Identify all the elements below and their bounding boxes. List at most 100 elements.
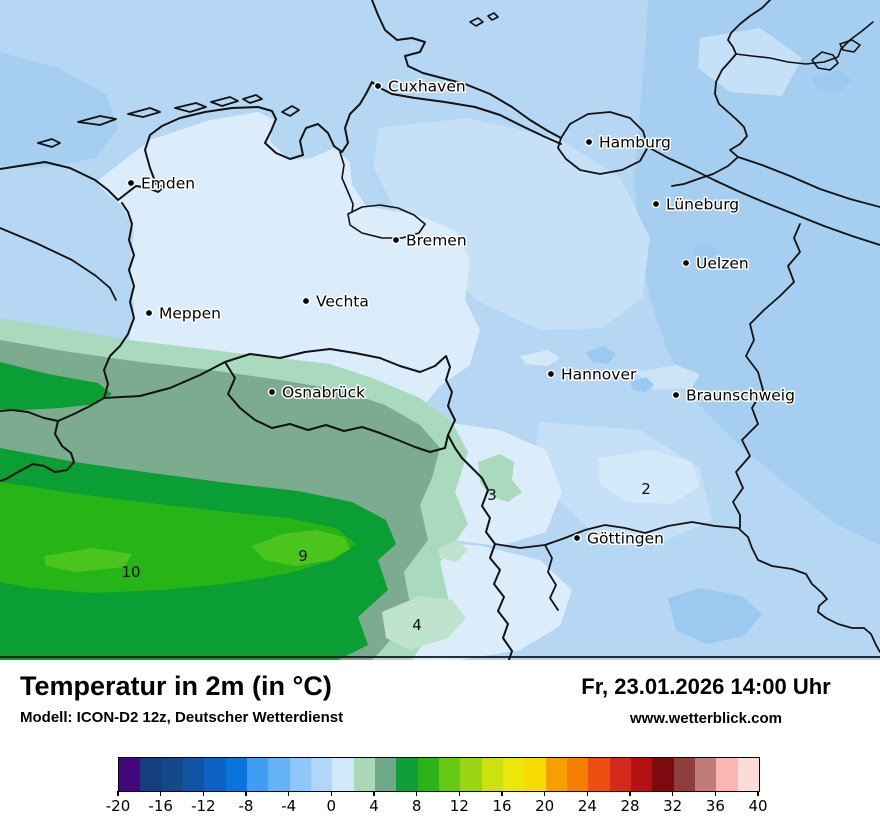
colorbar-segment <box>140 758 162 791</box>
city-label: Hamburg <box>599 134 671 152</box>
colorbar-segment <box>652 758 674 791</box>
colorbar-segment <box>332 758 354 791</box>
temperature-value-label: 3 <box>487 486 497 504</box>
colorbar-tick-label: 28 <box>620 797 640 815</box>
colorbar-tick <box>202 791 205 796</box>
colorbar-segment <box>310 758 333 791</box>
colorbar-tick-label: 0 <box>326 797 337 815</box>
colorbar-tick <box>117 791 119 796</box>
city-dot <box>584 137 594 147</box>
city-label: Uelzen <box>696 255 749 273</box>
city-dot <box>651 199 661 209</box>
city-marker: Bremen <box>391 230 468 251</box>
temperature-value-label: 2 <box>641 480 651 498</box>
colorbar-tick-label: 36 <box>705 797 725 815</box>
map-svg: 3 2 9 10 4 Cuxhaven Hamburg Emden Lüneburg Breme… <box>0 0 880 660</box>
city-dot <box>144 308 154 318</box>
colorbar-segment <box>673 758 695 791</box>
colorbar-segment <box>481 758 503 791</box>
colorbar-tick-label: -16 <box>148 797 173 815</box>
city-marker: Hamburg <box>584 132 672 153</box>
temperature-value-label: 9 <box>298 547 308 565</box>
colorbar-tick-label: 24 <box>577 797 597 815</box>
city-marker-layer: Cuxhaven Hamburg Emden Lüneburg Bremen Uelzen… <box>126 76 796 549</box>
city-label: Braunschweig <box>686 387 795 405</box>
colorbar-tick-label: -4 <box>281 797 297 815</box>
city-dot <box>671 390 681 400</box>
colorbar-tick-label: 8 <box>411 797 422 815</box>
colorbar-segment <box>289 758 311 791</box>
colorbar-tick <box>671 791 674 796</box>
city-label: Göttingen <box>587 530 664 548</box>
model-info: Modell: ICON-D2 12z, Deutscher Wetterdie… <box>20 709 344 726</box>
city-dot <box>546 369 556 379</box>
temperature-shading-layer <box>0 0 880 660</box>
colorbar-segment <box>524 758 546 791</box>
colorbar-tick <box>501 791 503 796</box>
colorbar-segment <box>609 758 631 791</box>
city-label: Lüneburg <box>666 196 739 214</box>
colorbar-tick <box>714 791 717 796</box>
city-label: Emden <box>141 175 195 193</box>
city-label: Cuxhaven <box>388 78 466 96</box>
colorbar-tick <box>543 791 546 796</box>
colorbar-tick <box>245 791 247 796</box>
colorbar-tick <box>415 791 418 796</box>
colorbar-segment <box>182 758 205 791</box>
colorbar-segment <box>374 758 397 791</box>
city-label: Bremen <box>406 232 467 250</box>
colorbar-segment <box>268 758 290 791</box>
city-marker: Cuxhaven <box>373 76 467 97</box>
colorbar-segment <box>161 758 183 791</box>
colorbar-segment <box>438 758 461 791</box>
colorbar-tick-label: 32 <box>663 797 683 815</box>
temperature-value-label: 4 <box>412 616 422 634</box>
city-marker: Hannover <box>546 364 638 385</box>
colorbar-segment <box>119 758 141 791</box>
city-dot <box>681 258 691 268</box>
colorbar-tick-label: 40 <box>748 797 768 815</box>
colorbar-tick <box>287 791 290 796</box>
page-title: Temperatur in 2m (in °C) <box>20 671 332 701</box>
colorbar-segment <box>246 758 269 791</box>
city-dot <box>301 296 311 306</box>
temperature-value-layer: 3 2 9 10 4 <box>121 480 650 634</box>
city-dot <box>373 81 383 91</box>
city-label: Meppen <box>159 305 221 323</box>
colorbar-segment <box>566 758 589 791</box>
colorbar-tick <box>159 791 162 796</box>
colorbar-segment <box>353 758 375 791</box>
website-url: www.wetterblick.com <box>630 710 782 727</box>
colorbar-tick-label: 4 <box>369 797 379 815</box>
forecast-datetime: Fr, 23.01.2026 14:00 Uhr <box>581 674 831 699</box>
city-marker: Uelzen <box>681 253 750 274</box>
city-label: Vechta <box>316 293 369 311</box>
temperature-value-label: 10 <box>121 563 140 581</box>
city-marker: Meppen <box>144 303 222 324</box>
colorbar-tick-label: 16 <box>492 797 512 815</box>
colorbar-tick-label: -20 <box>105 797 131 815</box>
temperature-colorbar <box>118 757 760 792</box>
colorbar-segment <box>417 758 439 791</box>
colorbar-segment <box>460 758 482 791</box>
colorbar-segment <box>225 758 247 791</box>
city-dot <box>391 235 401 245</box>
colorbar-segment <box>204 758 226 791</box>
colorbar-segment <box>737 758 759 791</box>
border-layer <box>0 0 880 660</box>
city-marker: Braunschweig <box>671 385 796 406</box>
city-dot <box>267 387 277 397</box>
colorbar-segment <box>630 758 653 791</box>
colorbar-tick <box>458 791 461 796</box>
temperature-map: 3 2 9 10 4 Cuxhaven Hamburg Emden Lüneburg Breme… <box>0 0 880 660</box>
colorbar-segment <box>588 758 610 791</box>
city-marker: Osnabrück <box>267 382 367 403</box>
colorbar-tick <box>373 791 375 796</box>
colorbar-segment <box>694 758 717 791</box>
city-marker: Vechta <box>301 291 370 312</box>
city-marker: Lüneburg <box>651 194 741 215</box>
colorbar-tick-label: 12 <box>449 797 469 815</box>
colorbar-tick-label: 20 <box>535 797 555 815</box>
colorbar-tick <box>586 791 589 796</box>
colorbar-segment <box>716 758 738 791</box>
